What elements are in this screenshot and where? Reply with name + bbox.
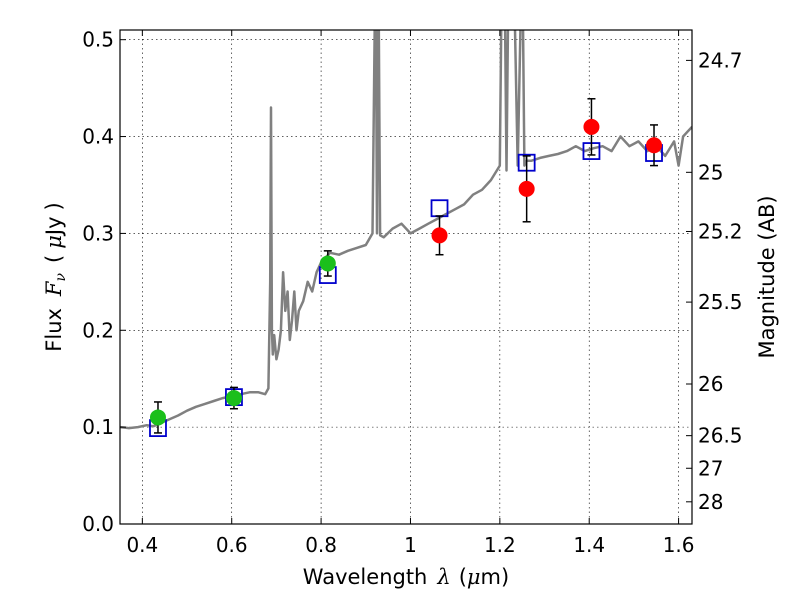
mag-tick-label: 26.5 [698,424,743,448]
x-tick-label: 0.6 [216,533,248,557]
x-tick-label: 0.8 [305,533,337,557]
y-axis-label: FluxFν(μJy) [42,202,69,351]
mag-tick-label: 25.2 [698,219,743,243]
x-tick-label: 1.6 [663,533,695,557]
photometry-point [149,409,166,426]
mag-tick-label: 28 [698,490,723,514]
y-tick-label: 0.1 [82,415,114,439]
grid [120,30,692,525]
spectrum-line [120,30,692,430]
y2-axis-label: Magnitude (AB) [755,195,779,358]
axis-ticks: 0.4 0.6 0.8 1 1.2 1.4 1.6 0.0 0.1 0.2 0.3 0.4 0.5 24.… [82,28,742,557]
plot-frame [119,29,693,525]
photometry-point [225,390,242,407]
y-tick-label: 0.5 [82,28,114,52]
photometry-point [431,227,448,244]
x-tick-label: 0.4 [126,533,158,557]
mag-tick-label: 24.7 [698,48,743,72]
mag-tick-label: 27 [698,456,723,480]
x-axis-label: Wavelength λ (μm) [303,565,509,589]
x-tick-label: 1 [404,533,417,557]
y-tick-label: 0.0 [82,512,114,536]
mag-tick-label: 25.5 [698,290,743,314]
photometry-point [646,137,663,154]
photometry-point [319,255,336,272]
mag-tick-label: 25 [698,160,723,184]
plot-area [120,30,692,438]
photometry-point [583,118,600,135]
x-tick-label: 1.2 [484,533,516,557]
y-tick-label: 0.3 [82,221,114,245]
photometry-point [518,180,535,197]
mag-tick-label: 26 [698,372,723,396]
y-tick-label: 0.2 [82,318,114,342]
x-tick-label: 1.4 [573,533,605,557]
y-tick-label: 0.4 [82,125,114,149]
